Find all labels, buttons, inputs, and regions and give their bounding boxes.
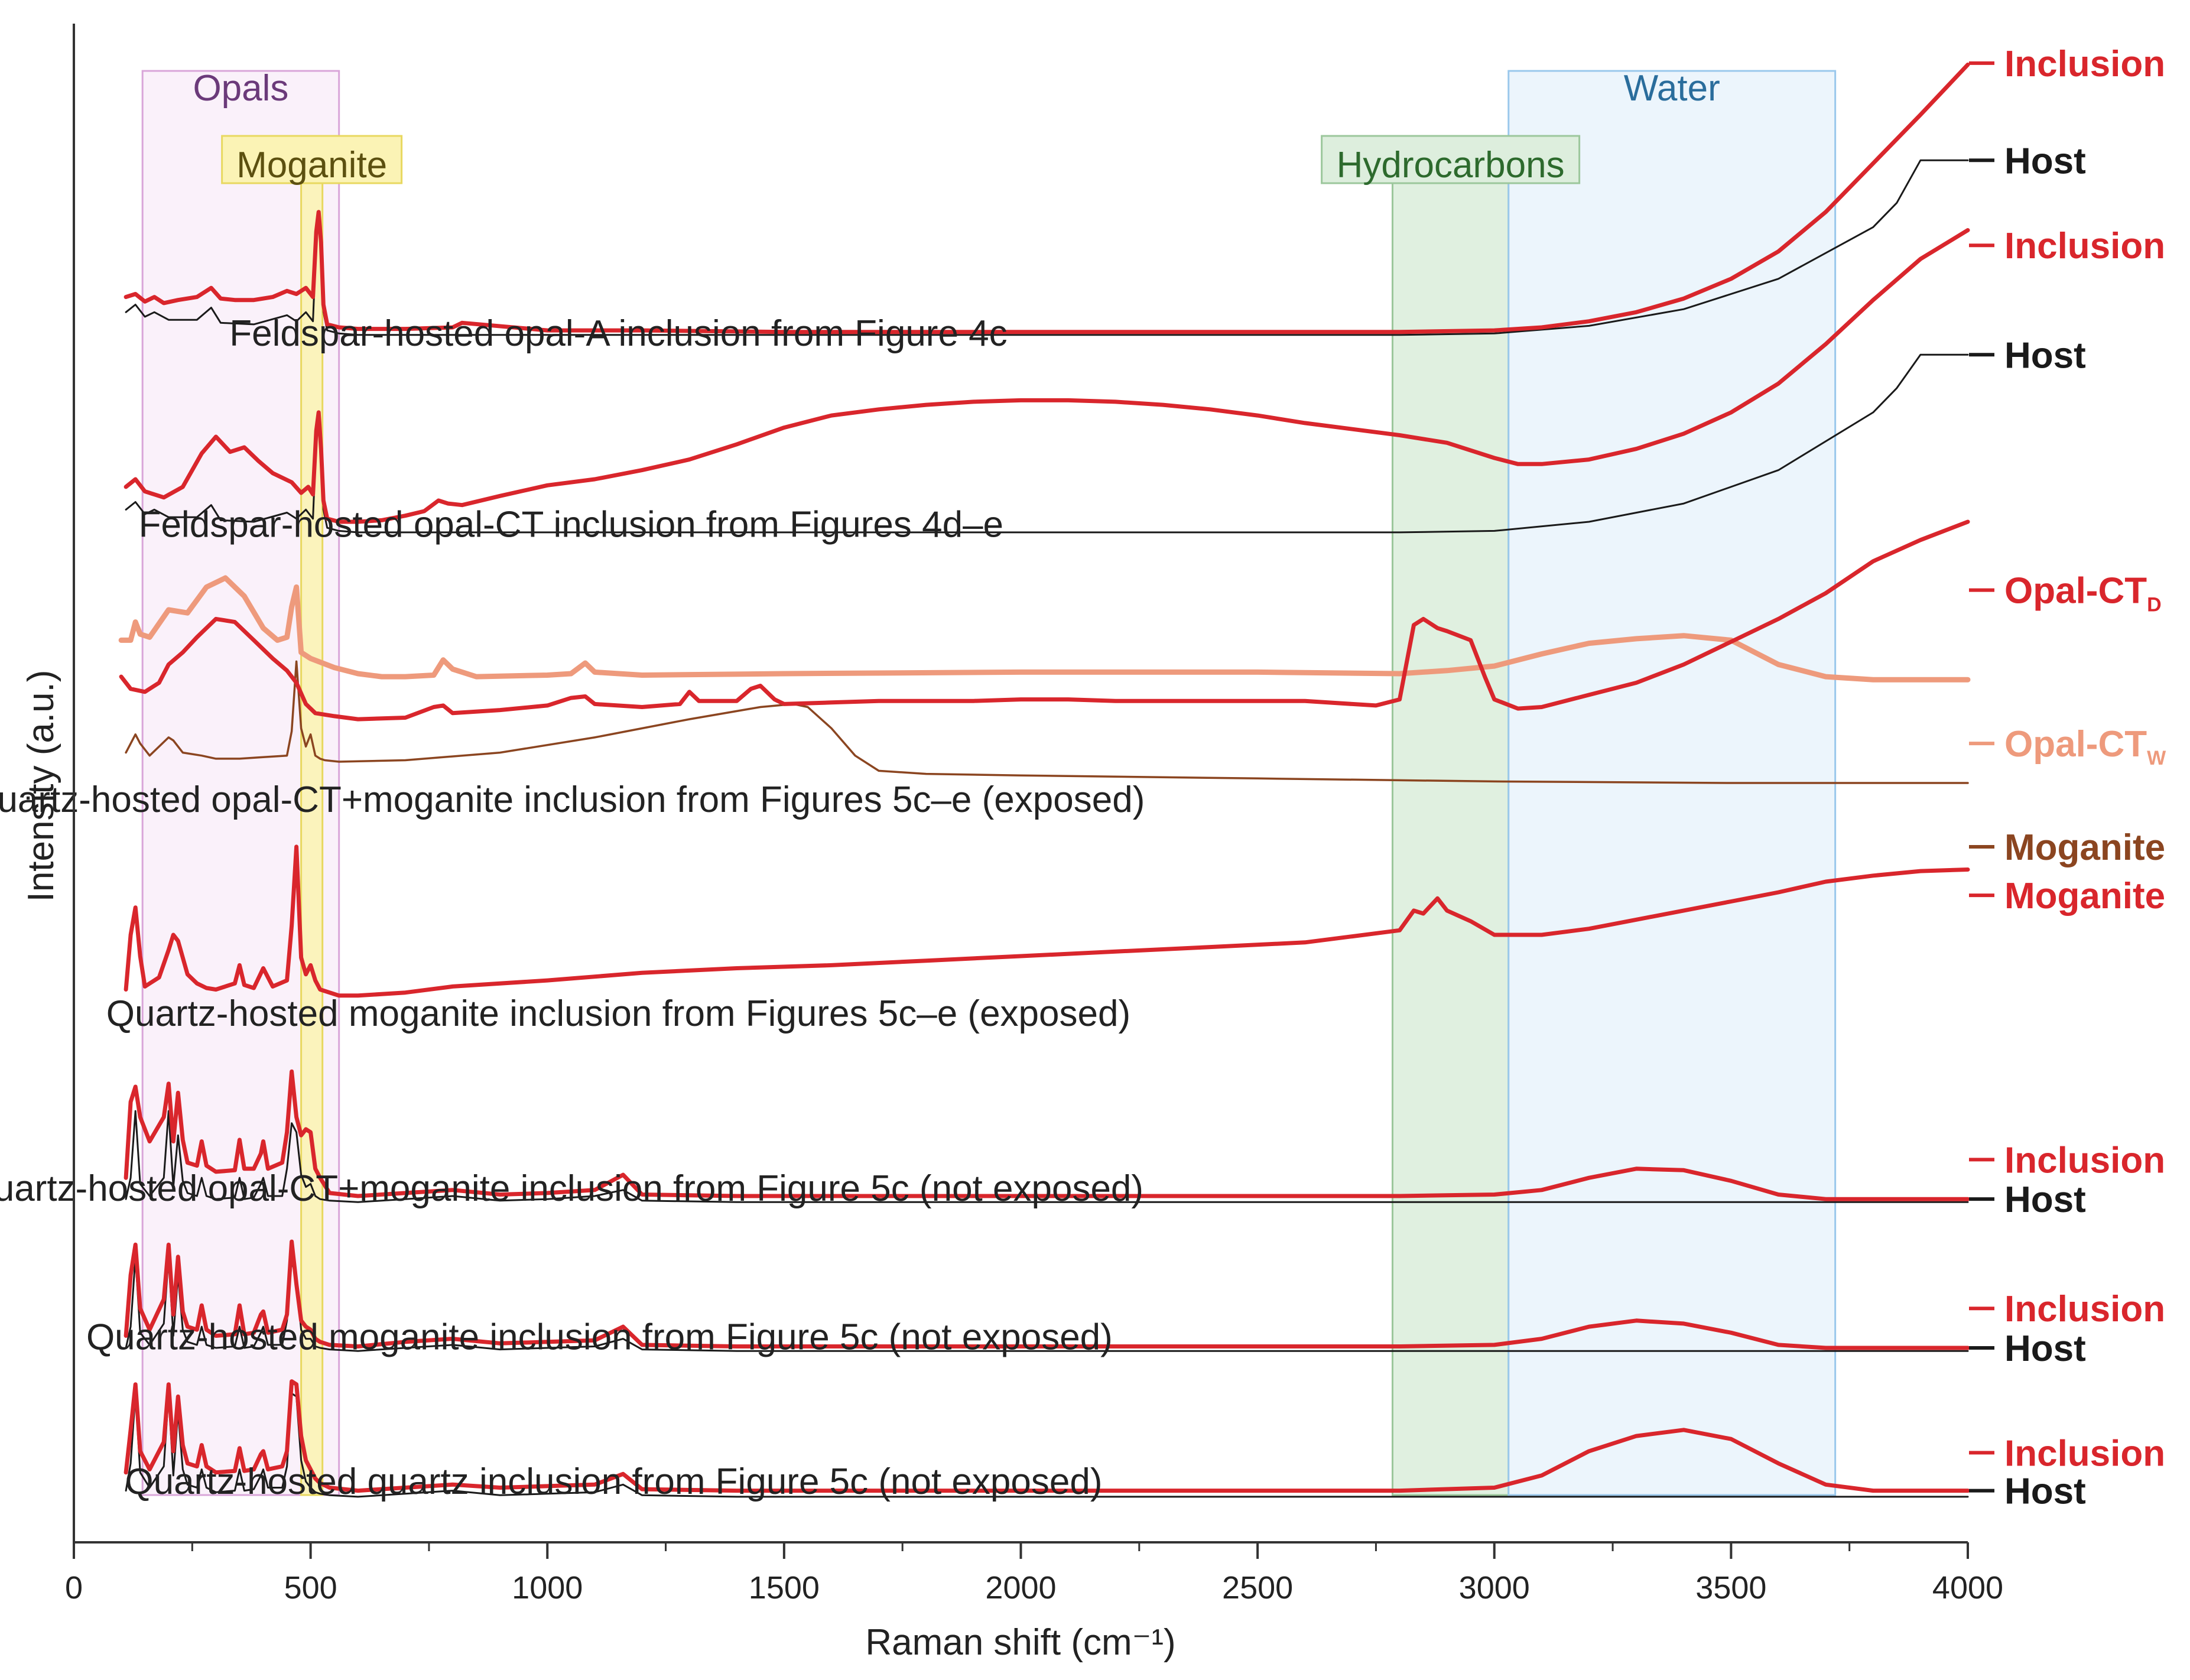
- caption-3: Quartz-hosted moganite inclusion from Fi…: [106, 993, 1130, 1034]
- side-label-3: Host: [2004, 335, 2086, 376]
- caption-6: Quartz-hosted quartz inclusion from Figu…: [125, 1461, 1102, 1502]
- side-label-9: Host: [2004, 1179, 2086, 1220]
- region-hydrocarbons-label: Hydrocarbons: [1337, 145, 1565, 186]
- series-line-10: [124, 1239, 1970, 1350]
- region-water-label: Water: [1624, 68, 1720, 109]
- x-tick-label-5: 2500: [1222, 1570, 1293, 1606]
- side-label-11: Host: [2004, 1328, 2086, 1369]
- side-label-5: Opal-CTW: [2004, 724, 2166, 769]
- axes: 0 500 1000 1500 2000 2500 3000 3500 4000 Raman s…: [21, 24, 2003, 1663]
- x-tick-label-1: 500: [284, 1570, 337, 1606]
- caption-0: Feldspar-hosted opal-A inclusion from Fi…: [229, 313, 1007, 354]
- caption-1: Feldspar-hosted opal-CT inclusion from F…: [139, 505, 1003, 545]
- caption-5: Quartz-hosted moganite inclusion from Fi…: [86, 1317, 1113, 1358]
- x-ticks: 0 500 1000 1500 2000 2500 3000 3500 4000: [65, 1542, 2003, 1606]
- series-line-0: [124, 62, 1970, 334]
- side-label-4: Opal-CTD: [2004, 571, 2162, 616]
- caption-4: Quartz-hosted opal-CT+moganite inclusion…: [0, 1168, 1143, 1209]
- x-tick-label-8: 4000: [1932, 1570, 2003, 1606]
- x-tick-label-7: 3500: [1695, 1570, 1766, 1606]
- series-line-4: [118, 575, 1971, 683]
- side-label-13: Host: [2004, 1471, 2086, 1512]
- series-line-5: [119, 519, 1970, 722]
- series-line-7: [124, 844, 1970, 998]
- region-opals-label: Opals: [193, 68, 288, 109]
- highlight-regions: Opals Moganite Hydrocarbons Water: [141, 68, 1837, 1496]
- spectrum-captions: Feldspar-hosted opal-A inclusion from Fi…: [0, 313, 1145, 1502]
- x-axis-title: Raman shift (cm⁻¹): [865, 1622, 1175, 1663]
- x-tick-label-3: 1500: [749, 1570, 820, 1606]
- series-line-12: [124, 1379, 1970, 1493]
- x-tick-label-0: 0: [65, 1570, 83, 1606]
- spectra-series: [118, 62, 1971, 1498]
- side-label-7: Moganite: [2004, 876, 2165, 917]
- series-line-6: [125, 660, 1969, 784]
- y-axis-title: Intensity (a.u.): [21, 670, 61, 902]
- x-tick-label-2: 1000: [512, 1570, 583, 1606]
- x-tick-label-6: 3000: [1459, 1570, 1530, 1606]
- region-moganite-label: Moganite: [236, 145, 387, 186]
- side-label-0: Inclusion: [2004, 44, 2165, 85]
- side-label-8: Inclusion: [2004, 1140, 2165, 1181]
- region-hydrocarbons-label-box: [1321, 135, 1581, 184]
- x-tick-label-4: 2000: [985, 1570, 1056, 1606]
- series-line-8: [124, 1069, 1970, 1201]
- side-label-6: Moganite: [2004, 827, 2165, 868]
- side-label-1: Host: [2004, 141, 2086, 181]
- region-hydrocarbons-band: [1391, 135, 1510, 1496]
- series-line-9: [125, 1110, 1969, 1203]
- side-labels: InclusionHostInclusionHostOpal-CTDOpal-C…: [1969, 44, 2166, 1512]
- region-moganite-label-box: [221, 135, 403, 184]
- side-label-12: Inclusion: [2004, 1433, 2165, 1474]
- region-moganite-band: [300, 135, 324, 1496]
- side-label-10: Inclusion: [2004, 1289, 2165, 1330]
- side-label-2: Inclusion: [2004, 226, 2165, 267]
- series-line-2: [124, 228, 1970, 524]
- caption-2: Quartz-hosted opal-CT+moganite inclusion…: [0, 779, 1145, 820]
